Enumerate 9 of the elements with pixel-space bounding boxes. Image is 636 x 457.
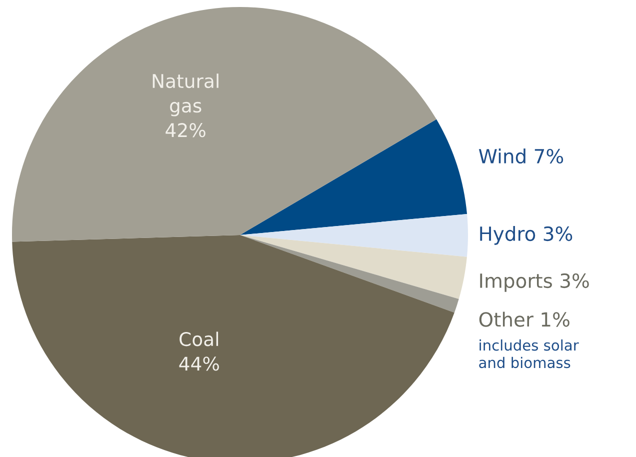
slice-label: Coal	[180, 332, 218, 346]
slice-label: Imports 3%	[480, 273, 589, 292]
data-label: 42%	[166, 123, 206, 138]
text: includes solar and biomass	[479, 339, 579, 368]
data-label: 44%	[179, 356, 219, 371]
slice-label: Wind 7%	[478, 148, 564, 164]
slice-label: Hydro 3%	[480, 226, 572, 245]
slice-label: Natural gas	[152, 74, 218, 116]
slice-label: Other 1%	[479, 312, 570, 327]
